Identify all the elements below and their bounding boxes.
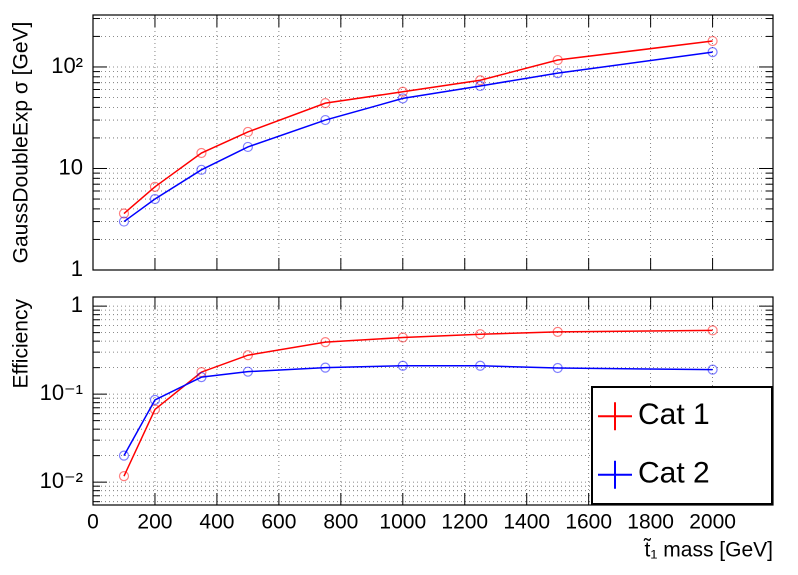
marker xyxy=(118,471,130,482)
marker xyxy=(552,326,563,337)
marker xyxy=(320,98,331,109)
legend-label: Cat 2 xyxy=(638,457,710,490)
marker xyxy=(397,360,408,371)
marker xyxy=(320,337,331,348)
marker xyxy=(397,332,408,343)
marker xyxy=(475,80,486,92)
x-tick-label: 400 xyxy=(199,511,234,534)
marker xyxy=(552,362,563,374)
y-tick-label: 10⁻¹ xyxy=(40,380,83,405)
y-tick-label: 10² xyxy=(51,53,83,78)
marker xyxy=(242,141,253,153)
marker xyxy=(707,364,718,375)
x-tick-label: 2000 xyxy=(689,511,736,534)
series-line xyxy=(123,40,713,215)
legend-box xyxy=(591,386,773,505)
marker xyxy=(118,450,130,461)
marker xyxy=(242,350,253,361)
x-tick-label: 200 xyxy=(137,511,172,534)
marker xyxy=(320,114,331,126)
x-axis-label: t̃₁ mass [GeV] xyxy=(643,539,773,562)
x-tick-label: 800 xyxy=(323,511,358,534)
x-tick-label: 1800 xyxy=(627,511,674,534)
x-tick-label: 600 xyxy=(261,511,296,534)
y-tick-label: 10 xyxy=(59,154,83,179)
marker xyxy=(475,329,486,340)
x-tick-label: 1000 xyxy=(379,511,426,534)
x-tick-label: 1200 xyxy=(441,511,488,534)
series-line xyxy=(123,329,713,477)
marker xyxy=(475,360,486,371)
marker xyxy=(118,208,130,219)
marker xyxy=(196,372,207,383)
marker xyxy=(475,75,486,86)
marker xyxy=(552,54,563,66)
x-tick-label: 0 xyxy=(87,511,99,534)
x-tick-label: 1400 xyxy=(503,511,550,534)
marker xyxy=(707,47,718,58)
y-axis-label: Efficiency xyxy=(10,299,33,389)
marker xyxy=(397,86,408,97)
marker xyxy=(242,366,253,377)
legend-label: Cat 1 xyxy=(638,398,710,431)
marker xyxy=(242,126,253,138)
series-line xyxy=(123,365,713,457)
marker xyxy=(707,325,718,336)
marker xyxy=(149,394,161,406)
plot-frame xyxy=(92,14,774,271)
marker xyxy=(552,68,563,79)
x-tick-label: 1600 xyxy=(565,511,612,534)
marker xyxy=(196,164,207,175)
marker xyxy=(320,362,331,373)
marker xyxy=(707,35,718,47)
marker xyxy=(149,181,161,192)
marker xyxy=(149,193,161,205)
y-tick-label: 10⁻² xyxy=(40,468,83,493)
marker xyxy=(397,93,408,104)
y-axis-label: GaussDoubleExp σ [GeV] xyxy=(10,22,33,264)
marker xyxy=(118,216,130,227)
y-tick-label: 1 xyxy=(71,256,83,281)
y-tick-label: 1 xyxy=(71,292,83,317)
marker xyxy=(196,147,207,159)
series-line xyxy=(123,51,713,223)
